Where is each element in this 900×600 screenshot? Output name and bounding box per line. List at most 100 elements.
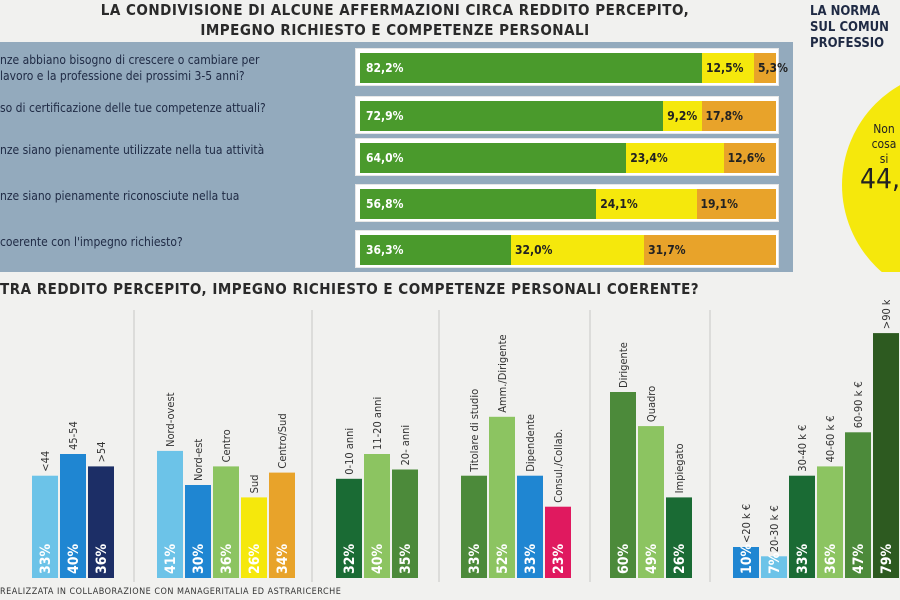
segment-label: 56,8% [366, 197, 404, 211]
segment-label: 23,4% [630, 151, 668, 165]
bar-value-label: 10% [739, 543, 755, 574]
segment-label: 9,2% [667, 109, 698, 123]
statement-row: nze abbiano bisogno di crescere o cambia… [0, 48, 788, 88]
bar-value-label: 60% [616, 543, 632, 574]
segment-label: 12,5% [705, 61, 744, 75]
chart-bar [392, 469, 418, 578]
statement-row: nze siano pienamente utilizzate nella tu… [0, 138, 780, 178]
statement-row: nze siano pienamente riconosciute nella … [0, 184, 780, 224]
bar-segment [596, 189, 697, 219]
statement-row: so di certificazione delle tue competenz… [0, 96, 780, 136]
statements-title: LA CONDIVISIONE DI ALCUNE AFFERMAZIONI C… [0, 0, 790, 40]
chart-bar [873, 333, 899, 578]
chart-bar [241, 497, 267, 578]
bar-value-label: 41% [163, 543, 179, 574]
statements-box: nze abbiano bisogno di crescere o cambia… [0, 42, 793, 272]
segment-label: 19,1% [700, 197, 738, 211]
chart-bar [666, 497, 692, 578]
bar-category-label: <44 [39, 451, 52, 472]
statements-title-line2: IMPEGNO RICHIESTO E COMPETENZE PERSONALI [200, 21, 590, 39]
segment-label: 64,0% [366, 151, 404, 165]
statement-text: so di certificazione delle tue competenz… [0, 101, 266, 115]
segment-label: 5,3% [757, 61, 788, 75]
chart-bar [336, 478, 362, 578]
bar-value-label: 33% [795, 543, 811, 574]
bar-value-label: 26% [247, 543, 263, 574]
stacked-bar: 64,0% 23,4% 12,6% [355, 138, 779, 176]
chart-bar [489, 416, 515, 578]
chart-bar [213, 466, 239, 578]
stacked-bar: 36,3% 32,0% 31,7% [355, 230, 779, 268]
bar-segment [360, 101, 664, 131]
bar-value-label: 23% [551, 543, 567, 574]
bar-value-label: 36% [823, 543, 839, 574]
footer-note: REALIZZATA IN COLLABORAZIONE CON MANAGER… [0, 587, 342, 597]
bar-value-label: 32% [342, 543, 358, 574]
chart-bar [32, 475, 58, 578]
statement-text: nze abbiano bisogno di crescere o cambia… [0, 53, 260, 83]
bar-value-label: 52% [495, 543, 511, 574]
bar-category-label: Nord-est [192, 439, 205, 481]
chart-bar [88, 466, 114, 578]
bar-category-label: Centro [220, 429, 233, 462]
chart-bar [517, 475, 543, 578]
bar-segment [723, 143, 776, 173]
segment-label: 12,6% [727, 151, 766, 165]
stacked-bar: 56,8% 24,1% 19,1% [355, 184, 779, 222]
bar-category-label: 60-90 k € [852, 381, 865, 428]
bar-segment [644, 235, 776, 265]
bar-category-label: Sud [248, 475, 261, 494]
chart-bar [157, 450, 183, 578]
circle-text: Non cosa si [871, 122, 897, 166]
bar-category-label: >90 k € [880, 300, 893, 329]
bar-chart: 33% <44 40% 45-54 36% >54 41% Nord-ovest 30% Nord… [0, 300, 900, 582]
segment-label: 32,0% [515, 243, 553, 257]
bar-segment [701, 101, 776, 131]
chart-bar [817, 466, 843, 578]
bar-category-label: 45-54 [67, 421, 80, 450]
bar-segment [360, 143, 627, 173]
bar-category-label: 40-60 k € [824, 415, 837, 462]
chart-bar [60, 454, 86, 578]
stacked-bar: 82,2% 12,5% 5,3% [355, 48, 788, 86]
segment-label: 36,3% [366, 243, 404, 257]
bar-segment [753, 53, 776, 83]
bar-category-label: >54 [95, 442, 108, 463]
bar-category-label: 30-40 k € [796, 425, 809, 472]
side-panel: LA NORMA SUL COMUN PROFESSIO Non cosa si… [800, 0, 900, 272]
statement-text: coerente con l'impegno richiesto? [0, 235, 183, 249]
bar-value-label: 26% [672, 543, 688, 574]
bar-category-label: 20- anni [399, 425, 412, 466]
bar-category-label: Nord-ovest [164, 392, 177, 447]
chart-bar [761, 556, 787, 578]
chart-bar [364, 454, 390, 578]
bar-segment [626, 143, 724, 173]
bar-value-label: 34% [275, 543, 291, 574]
chart-bar [845, 432, 871, 578]
bar-category-label: Dirigente [617, 342, 630, 388]
segment-label: 24,1% [600, 197, 638, 211]
bar-segment [360, 235, 511, 265]
bar-value-label: 36% [219, 543, 235, 574]
bar-value-label: 47% [851, 543, 867, 574]
bar-segment [511, 235, 645, 265]
statements-title-line1: LA CONDIVISIONE DI ALCUNE AFFERMAZIONI C… [100, 1, 690, 19]
statements-panel: LA CONDIVISIONE DI ALCUNE AFFERMAZIONI C… [0, 0, 793, 272]
bar-category-label: <20 k € [740, 504, 753, 543]
chart-title: TRA REDDITO PERCEPITO, IMPEGNO RICHIESTO… [0, 280, 700, 298]
statement-row: coerente con l'impegno richiesto? 36,3% 32… [0, 230, 780, 270]
segment-label: 17,8% [705, 109, 743, 123]
chart-bar [185, 485, 211, 578]
bar-category-label: 0-10 anni [343, 428, 356, 475]
bar-value-label: 79% [879, 543, 895, 574]
stacked-bar: 72,9% 9,2% 17,8% [355, 96, 779, 134]
chart-bar [545, 506, 571, 578]
bar-category-label: 20-30 k € [768, 505, 781, 552]
bar-value-label: 40% [370, 543, 386, 574]
bar-value-label: 7% [767, 552, 783, 574]
bar-segment [701, 53, 754, 83]
bar-value-label: 33% [38, 543, 54, 574]
bar-value-label: 40% [66, 543, 82, 574]
bar-value-label: 33% [467, 543, 483, 574]
bar-segment [360, 189, 597, 219]
